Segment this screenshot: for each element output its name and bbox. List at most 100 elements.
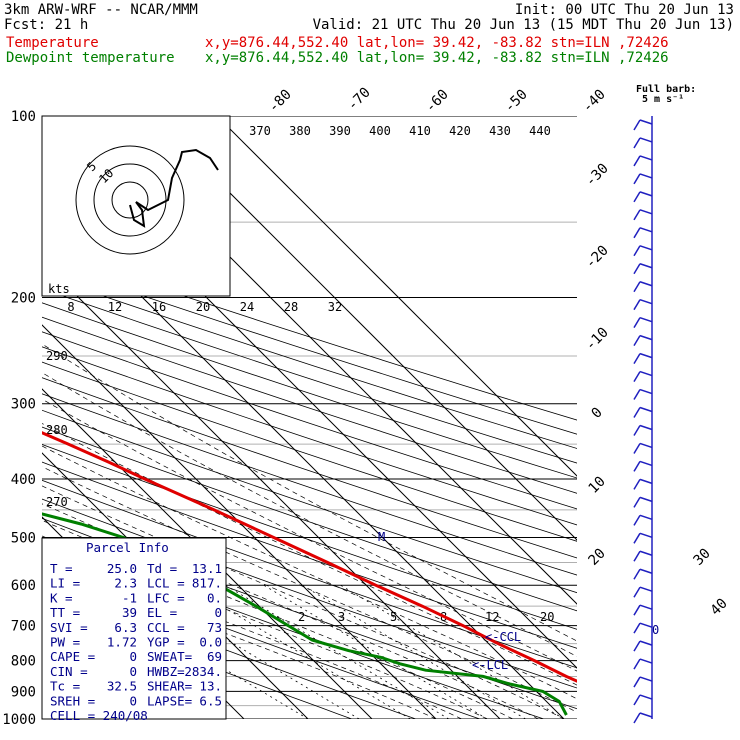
theta-left-label: 280: [46, 423, 68, 437]
isotherm-line: [42, 324, 437, 719]
wind-barb-flag: [633, 245, 641, 257]
isotherm-label: 0: [589, 405, 606, 422]
wind-barb-shaft: [639, 119, 653, 125]
parcel-param-value: 6.3: [114, 620, 137, 635]
mixing-ratio-label: 12: [485, 610, 499, 624]
isotherm-label: -30: [583, 161, 612, 190]
isotherm-label: 30: [691, 546, 714, 569]
parcel-param-label: T =: [50, 561, 73, 576]
wind-barb: [633, 173, 653, 185]
theta-label: 400: [369, 124, 391, 138]
speed-scale-label: 28: [284, 300, 298, 314]
wind-barb-flag: [633, 443, 641, 454]
wind-barb-shaft: [639, 406, 653, 413]
wind-barb: [633, 550, 653, 562]
mixing-ratio-label: 3: [338, 610, 345, 624]
dewpoint-legend: Dewpoint temperature: [6, 50, 175, 66]
dewpoint-location: x,y=876.44,552.40 lat,lon= 39.42, -83.82…: [205, 50, 669, 66]
parcel-info-frame: [41, 537, 227, 720]
parcel-param-value: 0: [129, 664, 137, 679]
wind-barb: [633, 209, 653, 221]
parcel-param-label: CAPE =: [50, 649, 95, 664]
wind-barb-shaft: [639, 191, 653, 197]
wind-barb-shaft: [639, 694, 653, 700]
wind-barb-shaft: [639, 460, 653, 467]
parcel-param-label: TT =: [50, 605, 80, 620]
wind-barb: [633, 460, 653, 472]
dry-adiabat-line: [42, 331, 577, 510]
wind-barb-shaft: [639, 640, 653, 646]
parcel-param-label: PW =: [50, 635, 80, 650]
pressure-tick-label: 1000: [2, 712, 36, 728]
wind-barb-flag: [633, 622, 641, 634]
wind-barb: [633, 155, 653, 167]
pressure-tick-label: 200: [11, 291, 36, 307]
wind-barb-shaft: [639, 514, 653, 521]
isotherm-label: 40: [708, 596, 731, 619]
theta-label: 390: [329, 124, 351, 138]
wind-barb-shaft: [639, 370, 653, 377]
isotherm-label: -80: [266, 87, 295, 116]
wind-barb-shaft: [639, 550, 653, 556]
mixing-ratio-label: 5: [390, 610, 397, 624]
wind-barb-shaft: [639, 352, 653, 359]
pressure-tick-label: 400: [11, 472, 36, 488]
wind-barb: [633, 496, 653, 508]
speed-scale-label: 20: [196, 300, 210, 314]
wind-barb-shaft: [639, 712, 653, 718]
parcel-param-value: 32.5: [107, 679, 137, 694]
dry-adiabat-line: [42, 601, 352, 719]
moist-adiabat-line: [42, 445, 577, 700]
wind-barb-flag: [633, 353, 641, 364]
speed-scale: 8 12 16 20 24 28 32: [67, 300, 342, 314]
wind-barb: [633, 281, 653, 293]
wind-barb-flag: [633, 496, 641, 508]
mixing-ratio-line: [225, 584, 450, 719]
wind-barb-flag: [633, 640, 641, 652]
mixed-layer-marker: M: [378, 530, 385, 544]
wind-barb-flag: [633, 586, 641, 598]
wind-barb-shaft: [639, 586, 653, 592]
wind-barb-flag: [633, 155, 641, 167]
wind-barb-shaft: [639, 388, 653, 395]
wind-barb: [633, 388, 653, 400]
isotherm-label: 10: [586, 474, 609, 497]
mixing-ratio-line: [302, 584, 526, 719]
wind-barb-shaft: [639, 658, 653, 664]
wind-barb: [633, 442, 653, 454]
parcel-param-value: 817.: [192, 576, 222, 591]
wind-barb-shaft: [639, 155, 653, 161]
wind-barb-flag: [633, 389, 641, 400]
wind-barb-flag: [633, 425, 641, 436]
parcel-param-value: 0: [214, 605, 222, 620]
parcel-cell: CELL = 240/08: [50, 708, 148, 723]
speed-scale-label: 8: [67, 300, 74, 314]
wind-barb-flag: [633, 281, 641, 293]
isotherm-label: -70: [345, 85, 374, 114]
theta-left-label: 290: [46, 349, 68, 363]
wind-barb-shaft: [639, 298, 653, 305]
zero-marker: 0: [652, 623, 659, 637]
parcel-param-value: -1: [122, 590, 137, 605]
wind-barb: [633, 640, 653, 652]
parcel-param-label: K =: [50, 590, 73, 605]
dry-adiabat-line: [42, 316, 577, 494]
hodograph-trace: [129, 148, 219, 228]
parcel-param-value: 2834.: [184, 664, 222, 679]
parcel-param-label: Tc =: [50, 679, 80, 694]
parcel-param-label: Td =: [147, 561, 177, 576]
wind-barb-shaft: [639, 209, 653, 215]
wind-barb-shaft: [639, 568, 653, 574]
wind-barb-shaft: [639, 263, 653, 269]
wind-barb-flag: [633, 712, 641, 724]
theta-label: 370: [249, 124, 271, 138]
hodograph-frame: [41, 115, 231, 297]
wind-barb-shaft: [639, 604, 653, 610]
wind-barb-flag: [633, 137, 641, 149]
parcel-param-value: 1.72: [107, 635, 137, 650]
mixing-ratio-line: [340, 584, 565, 719]
isotherm-label: -50: [502, 87, 531, 116]
wind-barb-shaft: [639, 676, 653, 682]
parcel-param-label: LFC =: [147, 590, 185, 605]
valid-time: Valid: 21 UTC Thu 20 Jun 13 (15 MDT Thu …: [313, 17, 734, 33]
